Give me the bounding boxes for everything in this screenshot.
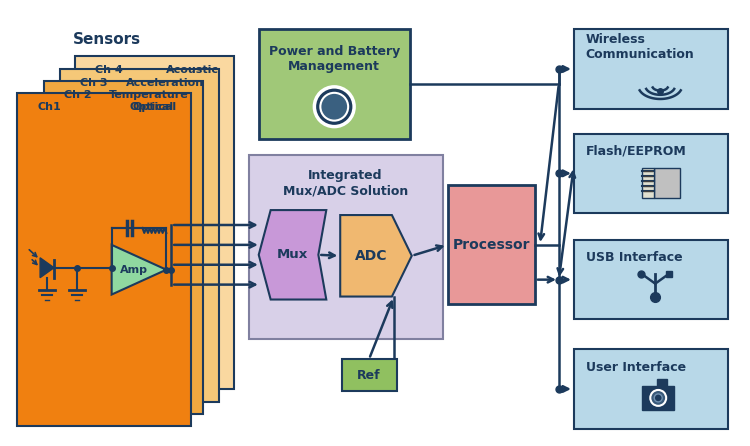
Text: Ch 2: Ch 2 <box>64 90 92 100</box>
Text: Power and Battery
Management: Power and Battery Management <box>268 45 400 73</box>
Circle shape <box>320 93 348 120</box>
Bar <box>60 69 219 402</box>
Text: Processor: Processor <box>452 238 530 252</box>
Text: ADC: ADC <box>355 249 387 263</box>
Text: Optical: Optical <box>129 102 173 112</box>
Bar <box>654 168 680 198</box>
Bar <box>574 349 728 429</box>
Text: Amp: Amp <box>119 265 148 275</box>
Text: User Interface: User Interface <box>586 361 686 374</box>
Text: Ref: Ref <box>357 368 381 381</box>
Text: Sensors: Sensors <box>73 32 141 47</box>
Bar <box>574 29 728 109</box>
Bar <box>448 185 535 305</box>
Text: Mux: Mux <box>277 248 308 261</box>
Bar <box>44 81 203 414</box>
Text: Ch1: Ch1 <box>37 102 61 112</box>
Bar <box>574 133 728 213</box>
Text: Ch 3: Ch 3 <box>80 78 107 88</box>
Text: USB Interface: USB Interface <box>586 251 682 264</box>
Polygon shape <box>112 245 166 294</box>
Circle shape <box>650 390 666 406</box>
Bar <box>17 93 191 426</box>
Polygon shape <box>40 258 54 278</box>
Bar <box>259 29 410 139</box>
Polygon shape <box>259 210 326 300</box>
Bar <box>75 56 234 389</box>
Text: Flash/EEPROM: Flash/EEPROM <box>586 145 686 158</box>
Bar <box>249 155 442 339</box>
Bar <box>642 386 674 410</box>
Circle shape <box>314 87 354 127</box>
Text: Temperature: Temperature <box>109 90 188 100</box>
Text: Wireless
Communication: Wireless Communication <box>586 33 694 61</box>
Bar <box>642 168 654 198</box>
Text: Optical: Optical <box>132 102 176 112</box>
Text: Ch 4: Ch 4 <box>94 65 122 75</box>
Circle shape <box>654 394 662 402</box>
Polygon shape <box>340 215 412 297</box>
Bar <box>574 240 728 319</box>
Text: Integrated
Mux/ADC Solution: Integrated Mux/ADC Solution <box>283 169 408 197</box>
Bar <box>657 379 668 387</box>
Bar <box>342 359 397 391</box>
Text: Acoustic: Acoustic <box>166 65 219 75</box>
Text: Acceleration: Acceleration <box>126 78 204 88</box>
